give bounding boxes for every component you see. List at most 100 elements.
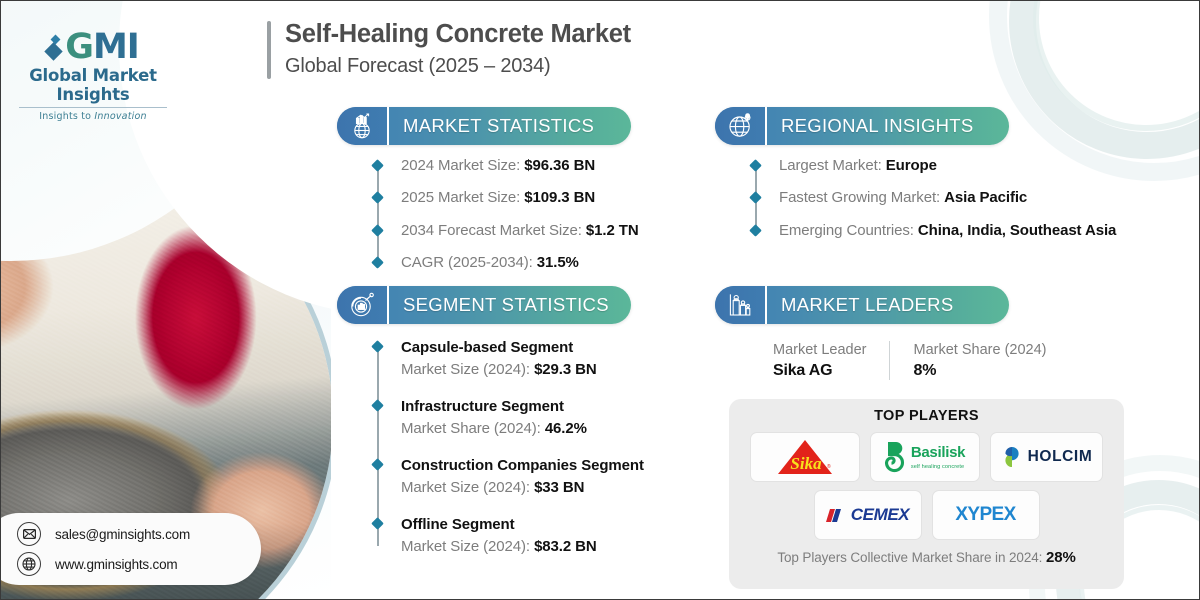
market-leader-cell: Market Leader Sika AG <box>773 341 889 380</box>
banner-market-statistics-label: MARKET STATISTICS <box>403 115 595 136</box>
sika-triangle-logo-icon: Sika ® <box>776 438 834 476</box>
list-item: Emerging Countries: China, India, Southe… <box>748 221 1185 239</box>
market-share-key: Market Share (2024) <box>913 342 1047 358</box>
stat-label: 2025 Market Size: <box>401 189 525 207</box>
basilisk-tagline: self healing concrete <box>910 464 965 470</box>
segment-title: Capsule-based Segment <box>401 339 574 356</box>
region-label: Fastest Growing Market: <box>779 189 945 207</box>
segment-value: 46.2% <box>544 420 587 437</box>
banner-market-leaders: MARKET LEADERS <box>715 286 1009 324</box>
contact-email-row[interactable]: sales@gminsights.com <box>17 522 261 546</box>
market-share-value: 8% <box>913 362 937 380</box>
bullet-diamond-icon <box>370 458 384 471</box>
segment-value: $29.3 BN <box>534 361 597 378</box>
region-value: China, India, Southeast Asia <box>917 221 1117 239</box>
bullet-diamond-icon <box>748 159 762 172</box>
list-item: 2034 Forecast Market Size: $1.2 TN <box>370 221 677 239</box>
stat-value: $1.2 TN <box>585 221 639 239</box>
target-analytics-icon <box>337 286 389 324</box>
envelope-icon <box>17 522 41 546</box>
globe-chart-icon <box>337 107 389 145</box>
list-item: Largest Market: Europe <box>748 157 1185 174</box>
market-share-cell: Market Share (2024) 8% <box>888 341 1069 381</box>
bullet-diamond-icon <box>370 399 384 412</box>
segment-title: Offline Segment <box>401 516 515 533</box>
contact-email: sales@gminsights.com <box>55 526 191 542</box>
globe-icon <box>17 552 41 576</box>
cemex-slash-logo-icon: CEMEX <box>825 505 910 525</box>
market-leader-key: Market Leader <box>773 342 867 358</box>
page-title: Self-Healing Concrete Market <box>285 20 631 48</box>
top-players-title: TOP PLAYERS <box>874 408 979 424</box>
collective-share: Top Players Collective Market Share in 2… <box>743 549 1110 566</box>
list-item: 2025 Market Size: $109.3 BN <box>370 189 677 207</box>
globe-pin-icon <box>715 107 767 145</box>
list-market-statistics: 2024 Market Size: $96.36 BN 2025 Market … <box>370 157 677 271</box>
bullet-diamond-icon <box>748 223 762 237</box>
segment-label: Market Size (2024): <box>401 479 535 496</box>
contact-website: www.gminsights.com <box>55 556 178 572</box>
gmi-diamond-logo-icon <box>44 34 63 61</box>
market-leader-value: Sika AG <box>773 362 833 380</box>
banner-market-statistics: MARKET STATISTICS <box>337 107 631 145</box>
segment-title: Infrastructure Segment <box>401 398 564 415</box>
banner-regional-insights: REGIONAL INSIGHTS <box>715 107 1009 145</box>
list-item: Infrastructure Segment Market Share (202… <box>370 398 697 438</box>
title-accent-bar <box>267 21 271 79</box>
segment-title: Construction Companies Segment <box>401 457 644 474</box>
logo-divider <box>19 107 167 108</box>
logo-wordmark: GMI <box>13 27 173 67</box>
segment-label: Market Size (2024): <box>401 361 535 378</box>
stat-value: $96.36 BN <box>524 157 596 174</box>
holcim-swirl-logo-icon: HOLCIM <box>1001 445 1093 469</box>
list-item: Fastest Growing Market: Asia Pacific <box>748 189 1185 207</box>
player-logo-cemex[interactable]: CEMEX <box>813 490 922 540</box>
cemex-name: CEMEX <box>850 505 910 524</box>
stat-label: CAGR (2025-2034): <box>401 253 537 271</box>
podium-leaders-icon <box>715 286 767 324</box>
logo-tagline: Insights to Innovation <box>39 111 147 122</box>
market-leader-summary: Market Leader Sika AG Market Share (2024… <box>773 341 1069 381</box>
list-item: CAGR (2025-2034): 31.5% <box>370 253 677 271</box>
list-item: 2024 Market Size: $96.36 BN <box>370 157 677 174</box>
region-label: Emerging Countries: <box>779 221 918 239</box>
segment-label: Market Size (2024): <box>401 538 535 555</box>
collective-share-label: Top Players Collective Market Share in 2… <box>777 550 1046 565</box>
xypex-drop-logo-icon: XYPEX <box>955 504 1016 526</box>
gmi-logo: GMI Global Market Insights Insights to I… <box>13 27 173 122</box>
holcim-name: HOLCIM <box>1027 448 1093 465</box>
collective-share-value: 28% <box>1045 549 1076 566</box>
stat-label: 2034 Forecast Market Size: <box>401 221 586 239</box>
banner-segment-statistics-label: SEGMENT STATISTICS <box>403 294 609 315</box>
contact-website-row[interactable]: www.gminsights.com <box>17 552 261 576</box>
region-label: Largest Market: <box>779 157 886 174</box>
bullet-diamond-icon <box>370 340 384 353</box>
list-item: Construction Companies Segment Market Si… <box>370 457 697 497</box>
bullet-diamond-icon <box>370 517 384 530</box>
segment-value: $33 BN <box>534 479 585 496</box>
segment-value: $83.2 BN <box>534 538 597 555</box>
logo-letters: GMI <box>65 26 140 67</box>
region-value: Europe <box>885 157 937 174</box>
logo-company-name: Global Market Insights <box>29 66 157 104</box>
banner-regional-insights-label: REGIONAL INSIGHTS <box>781 115 974 136</box>
xypex-name: XYPEX <box>955 504 1016 525</box>
region-value: Asia Pacific <box>944 189 1028 207</box>
segment-label: Market Share (2024): <box>401 420 545 437</box>
top-players-row-1: Sika ® Basilisk self healing concrete <box>743 432 1110 482</box>
player-logo-sika[interactable]: Sika ® <box>750 432 860 482</box>
contact-pill: sales@gminsights.com www.gminsights.com <box>1 513 261 585</box>
banner-market-leaders-label: MARKET LEADERS <box>781 294 954 315</box>
player-logo-basilisk[interactable]: Basilisk self healing concrete <box>870 432 980 482</box>
top-players-row-2: CEMEX XYPEX <box>743 490 1110 540</box>
stat-value: $109.3 BN <box>524 189 596 207</box>
banner-segment-statistics: SEGMENT STATISTICS <box>337 286 631 324</box>
player-logo-holcim[interactable]: HOLCIM <box>990 432 1103 482</box>
page-title-block: Self-Healing Concrete Market Global Fore… <box>267 19 631 79</box>
svg-text:®: ® <box>827 463 831 470</box>
bullet-diamond-icon <box>748 191 762 205</box>
svg-text:Sika: Sika <box>790 454 822 473</box>
player-logo-xypex[interactable]: XYPEX <box>931 490 1040 540</box>
list-rail <box>377 347 379 546</box>
